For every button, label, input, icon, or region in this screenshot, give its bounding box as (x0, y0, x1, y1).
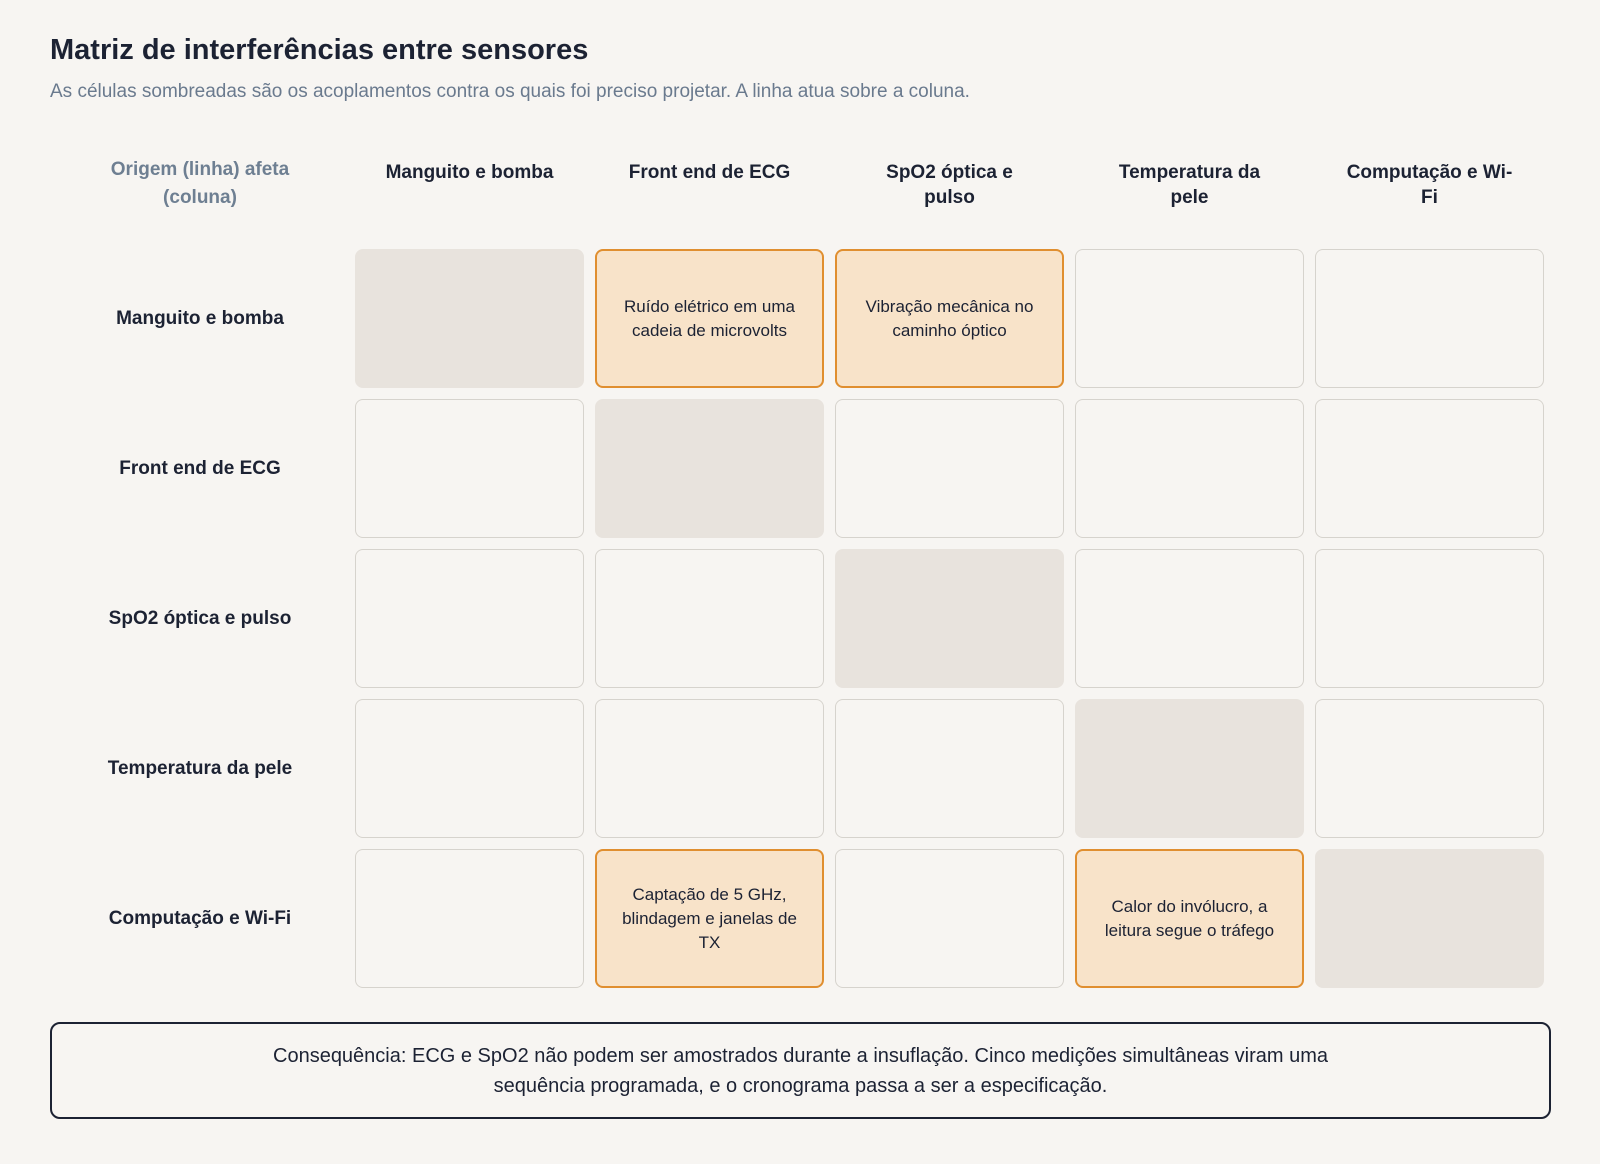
row-header: Temperatura da pele (107, 757, 293, 779)
matrix-cell (1315, 699, 1544, 838)
row-header: Computação e Wi-Fi (108, 907, 292, 929)
matrix-cell (835, 699, 1064, 838)
matrix-cell (1315, 249, 1544, 388)
matrix-cell-diagonal (595, 399, 824, 538)
matrix-cell-diagonal (1315, 849, 1544, 988)
column-header: Front end de ECG (628, 162, 791, 183)
matrix-cell (835, 849, 1064, 988)
page-title: Matriz de interferências entre sensores (50, 34, 589, 66)
column-header: SpO2 óptica e pulso (886, 162, 1013, 208)
matrix-cell-diagonal (1075, 699, 1304, 838)
matrix-cell-coupling: Calor do invólucro, a leitura segue o tr… (1075, 849, 1304, 988)
matrix-cell (355, 399, 584, 538)
matrix-cell-diagonal (835, 549, 1064, 688)
consequence-note: Consequência: ECG e SpO2 não podem ser a… (50, 1022, 1551, 1119)
matrix-cell-coupling: Vibração mecânica no caminho óptico (835, 249, 1064, 388)
matrix-cell-coupling: Ruído elétrico em uma cadeia de microvol… (595, 249, 824, 388)
page-subtitle: As células sombreadas são os acoplamento… (50, 81, 970, 102)
matrix-cell (1315, 549, 1544, 688)
matrix-cell (595, 699, 824, 838)
row-header: Manguito e bomba (116, 307, 284, 329)
matrix-cell (1315, 399, 1544, 538)
column-header: Manguito e bomba (385, 162, 554, 183)
matrix-cell (355, 849, 584, 988)
matrix-cell (1075, 249, 1304, 388)
row-header: SpO2 óptica e pulso (108, 607, 292, 629)
matrix-cell (1075, 549, 1304, 688)
matrix-cell-coupling: Captação de 5 GHz, blindagem e janelas d… (595, 849, 824, 988)
column-header: Temperatura da pele (1118, 162, 1261, 208)
matrix-cell-diagonal (355, 249, 584, 388)
column-header: Computação e Wi-Fi (1346, 162, 1513, 208)
matrix-cell (355, 549, 584, 688)
matrix-cell (355, 699, 584, 838)
matrix-cell (1075, 399, 1304, 538)
matrix-cell (835, 399, 1064, 538)
corner-label: Origem (linha) afeta (coluna) (110, 159, 290, 208)
matrix-cell (595, 549, 824, 688)
row-header: Front end de ECG (119, 457, 281, 479)
